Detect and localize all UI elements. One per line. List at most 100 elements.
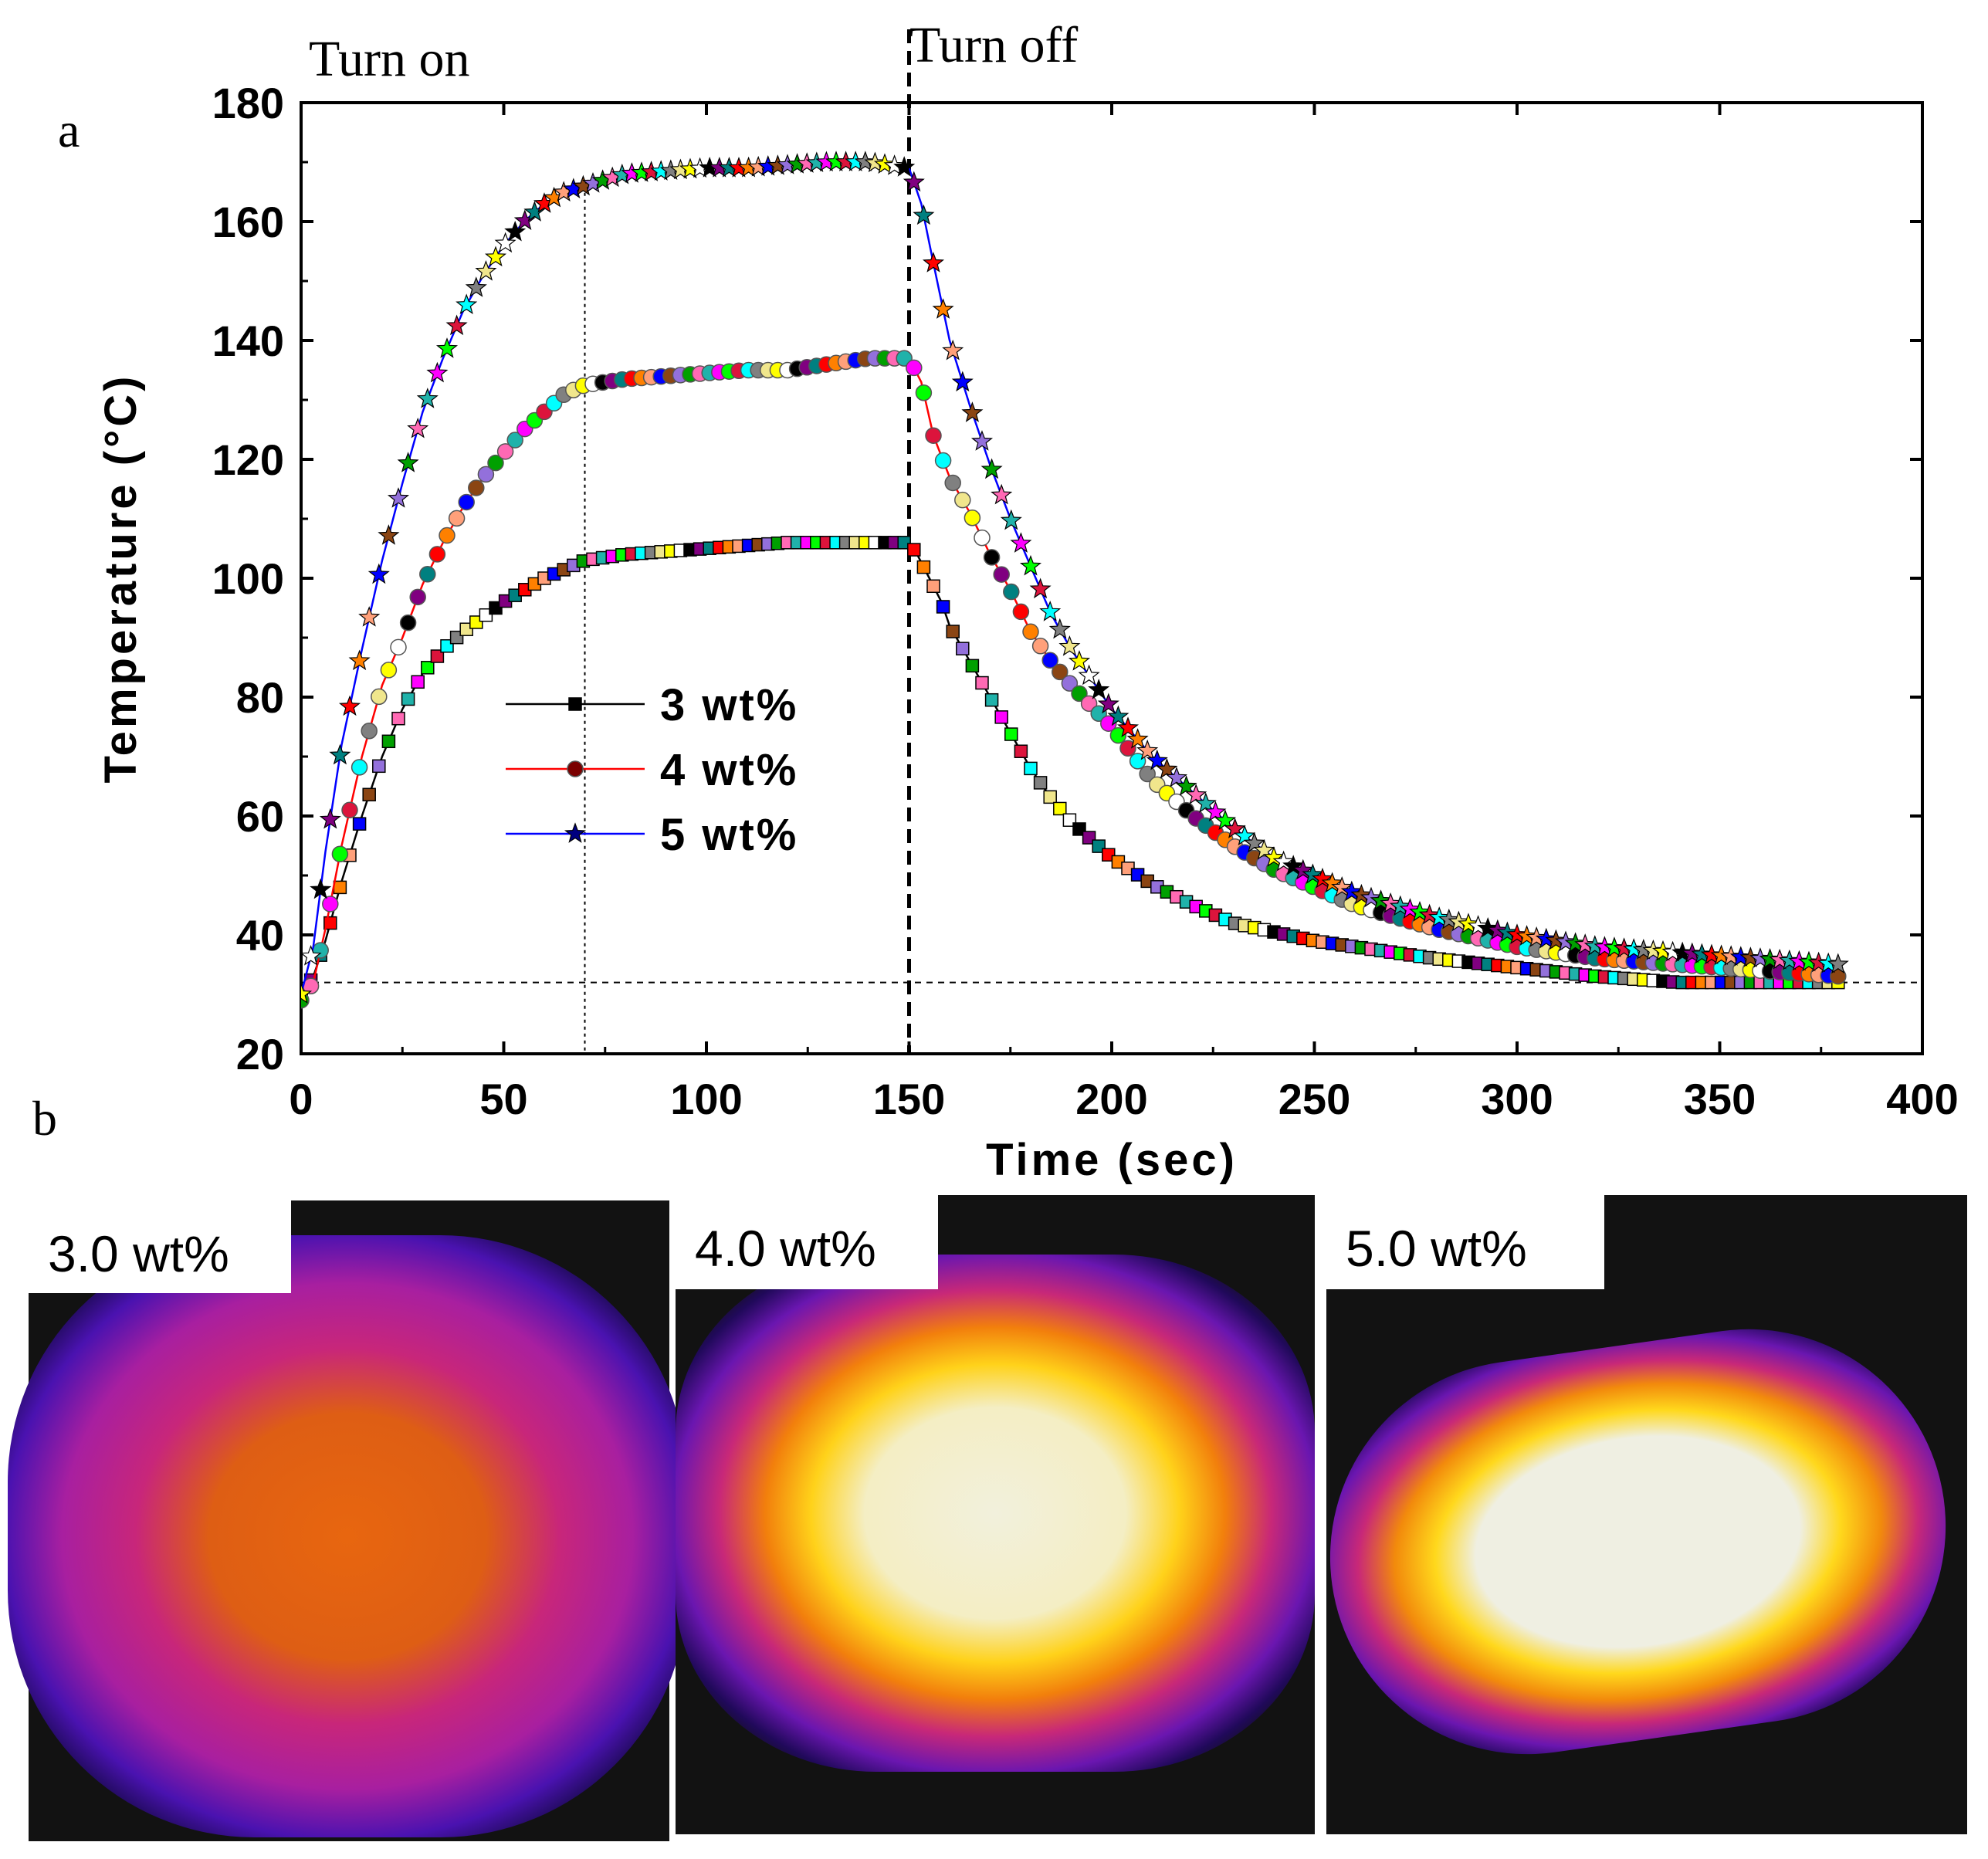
data-point (1175, 775, 1197, 796)
y-tick-label: 60 (236, 792, 284, 841)
data-point (484, 245, 507, 267)
thermal-image-5wt-label-box (1326, 1195, 1604, 1289)
legend-marker (567, 760, 584, 777)
data-point (994, 710, 1008, 724)
data-point (922, 252, 945, 273)
data-point (893, 156, 916, 177)
data-point (1554, 930, 1577, 952)
y-tick-label: 140 (212, 317, 284, 365)
data-point (1061, 675, 1079, 692)
data-point (1370, 889, 1392, 910)
data-point (1272, 850, 1295, 872)
data-point (367, 563, 390, 584)
thermal-image-5wt-hotspot (1329, 1329, 1946, 1755)
data-point (980, 458, 1003, 479)
data-point (458, 493, 475, 511)
data-point (1126, 728, 1149, 749)
data-point (1146, 749, 1168, 770)
data-point (993, 566, 1010, 583)
y-axis-title: Temperature (°C) (96, 374, 146, 784)
data-point (352, 817, 367, 831)
temperature-chart: 20 40 60 80 100 120 140 160 180 0 50 100 150 200 250 3… (96, 29, 1959, 1185)
data-point (1262, 846, 1285, 867)
data-point (1292, 858, 1314, 880)
data-point (883, 154, 906, 175)
thermal-image-4wt-label: 4.0 wt% (695, 1220, 876, 1277)
data-point (416, 388, 439, 408)
data-point (1012, 603, 1030, 621)
thermal-image-3wt-label: 3.0 wt% (48, 1225, 229, 1282)
data-point (907, 543, 921, 557)
data-point (322, 896, 339, 913)
data-point (1080, 695, 1098, 713)
data-point (421, 661, 435, 675)
data-point (934, 452, 952, 469)
data-point (1360, 886, 1383, 908)
reference-lines (301, 29, 1922, 1054)
data-point (475, 259, 497, 281)
data-point (1156, 757, 1178, 779)
data-point (913, 204, 935, 225)
series-layer (301, 151, 1849, 1009)
data-point (381, 734, 396, 749)
data-point (975, 676, 989, 690)
x-tick-label: 400 (1886, 1075, 1958, 1123)
data-point (1282, 855, 1305, 875)
y-tick-label: 80 (236, 673, 284, 722)
data-point (351, 759, 368, 776)
data-point (983, 549, 1001, 566)
data-point (1139, 765, 1156, 783)
series-5wt (301, 151, 1849, 1004)
data-point (445, 314, 468, 336)
data-point (1100, 715, 1117, 732)
data-point (401, 692, 415, 706)
data-point (1048, 618, 1071, 639)
data-point (926, 579, 940, 594)
data-point (915, 384, 933, 401)
data-point (946, 625, 960, 638)
data-point (456, 293, 478, 314)
data-point (409, 588, 426, 606)
legend-marker (564, 822, 587, 843)
data-point (1136, 739, 1159, 760)
panel-letter-a: a (58, 103, 80, 157)
data-point (487, 454, 504, 472)
data-point (362, 787, 376, 802)
data-point (1340, 880, 1363, 902)
data-point (1574, 933, 1597, 954)
data-point (1116, 716, 1140, 737)
x-tick-label: 300 (1481, 1075, 1553, 1123)
data-point (1088, 679, 1110, 699)
y-tick-label: 100 (212, 554, 284, 603)
data-point (1041, 652, 1058, 669)
data-point (1090, 705, 1107, 723)
series-4wt (301, 350, 1847, 1009)
data-point (964, 510, 981, 527)
data-point (906, 359, 923, 377)
y-tick-label: 180 (212, 79, 284, 127)
data-point (496, 443, 514, 460)
panel-letter-b: b (32, 1091, 57, 1146)
y-axis: 20 40 60 80 100 120 140 160 180 (212, 79, 1922, 1078)
data-point (387, 487, 410, 508)
data-point (407, 417, 429, 439)
thermal-image-4wt-label-box (676, 1195, 938, 1289)
data-point (329, 743, 351, 765)
legend-label: 5 wt% (660, 810, 798, 860)
data-point (1165, 766, 1188, 787)
data-point (1078, 664, 1100, 686)
y-tick-label: 20 (236, 1030, 284, 1078)
thermal-image-5wt-label: 5.0 wt% (1346, 1220, 1527, 1277)
data-point (504, 220, 527, 242)
data-point (333, 880, 347, 895)
legend: 3 wt% 4 wt% 5 wt% (506, 680, 798, 860)
data-point (1204, 801, 1227, 821)
thermal-image-4wt-hotspot (676, 1255, 1315, 1772)
data-point (1019, 554, 1042, 576)
data-point (1024, 761, 1038, 776)
data-point (1071, 685, 1088, 703)
data-point (932, 298, 954, 319)
data-point (1350, 883, 1373, 905)
data-point (1004, 727, 1018, 741)
